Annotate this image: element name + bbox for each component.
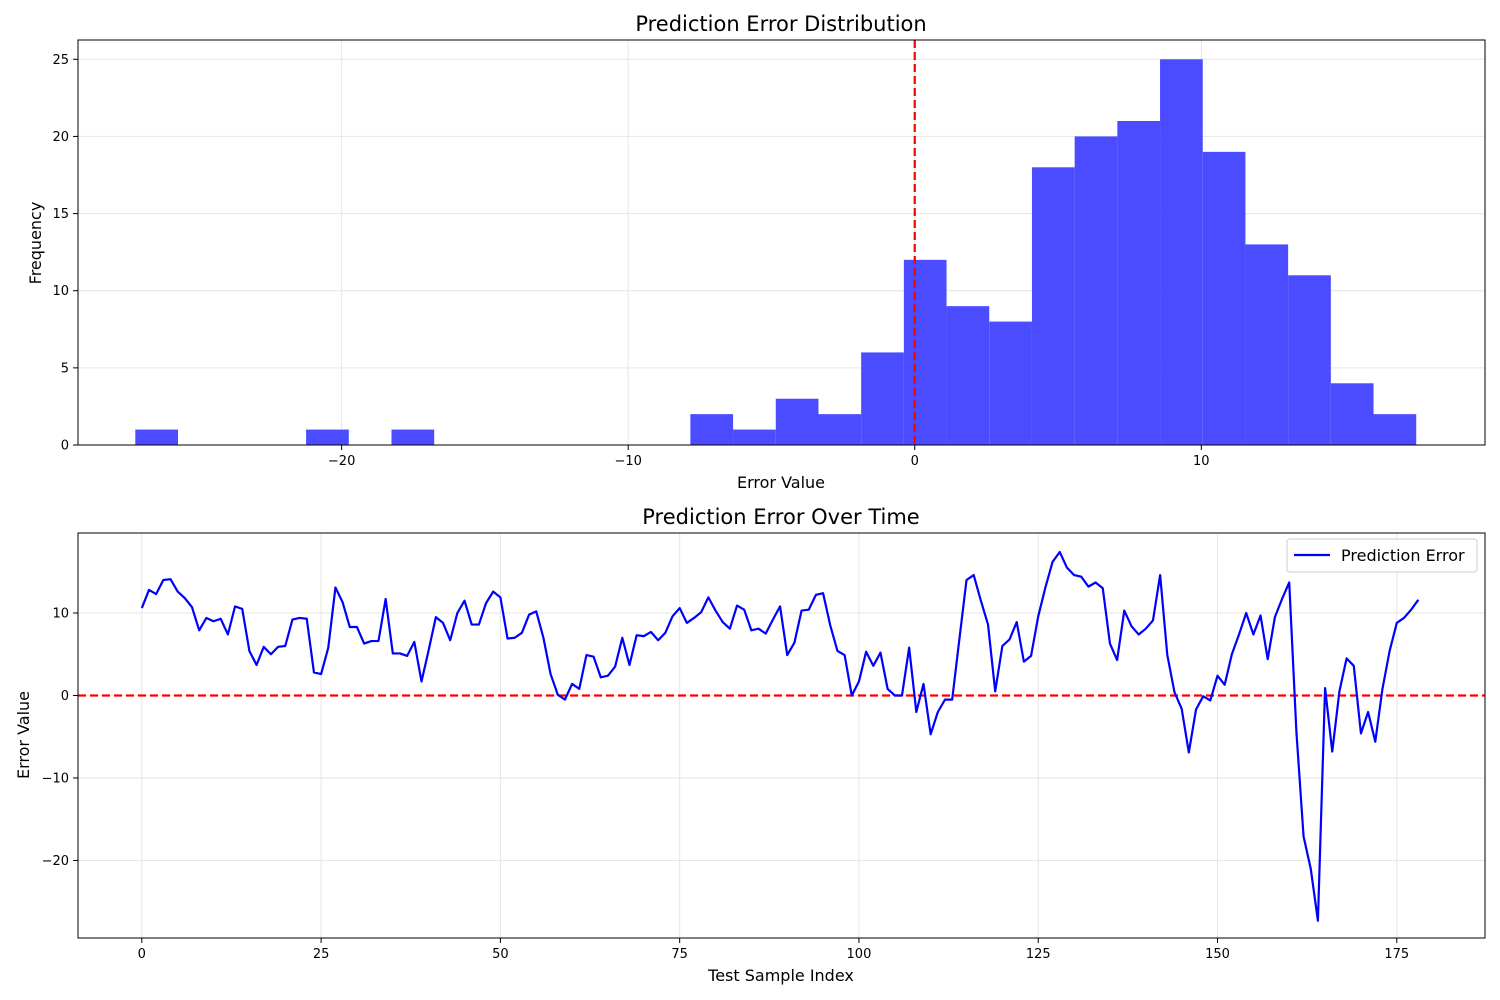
histogram-bar	[391, 429, 435, 445]
line-chart-x-tick-label: 0	[138, 947, 146, 962]
histogram-bar	[903, 259, 947, 445]
histogram-x-tick-label: 0	[911, 454, 919, 469]
line-chart-y-tick-label: 10	[52, 607, 69, 622]
histogram-title: Prediction Error Distribution	[635, 12, 926, 36]
histogram-bar	[1202, 151, 1246, 445]
legend-label-prediction-error: Prediction Error	[1341, 546, 1465, 565]
histogram-y-label: Frequency	[26, 202, 45, 285]
histogram-bar	[1373, 414, 1417, 445]
histogram-frame	[77, 39, 1486, 446]
line-chart-x-tick-label: 100	[847, 947, 872, 962]
line-chart-y-ticks: −20 −10 0 10	[42, 607, 78, 869]
histogram-x-ticks: −20 −10 0 10	[328, 445, 1210, 469]
line-chart: Prediction Error Over Time 0 25 50 75 100 125…	[14, 505, 1486, 985]
histogram-y-tick-label: 25	[52, 53, 69, 68]
legend-box	[1286, 538, 1478, 573]
histogram-bar	[946, 306, 990, 445]
line-chart-y-tick-label: −20	[42, 854, 69, 869]
histogram-y-tick-label: 20	[52, 130, 69, 145]
line-chart-x-tick-label: 25	[313, 947, 330, 962]
histogram-bar	[306, 429, 349, 445]
histogram-bar	[690, 414, 734, 445]
histogram-y-tick-label: 15	[52, 207, 69, 222]
line-chart-title: Prediction Error Over Time	[642, 505, 919, 529]
histogram-y-tick-label: 5	[61, 361, 69, 376]
histogram-bar	[775, 398, 819, 445]
histogram-x-label: Error Value	[737, 473, 825, 492]
series-line-prediction-error	[140, 550, 1420, 922]
line-chart-x-tick-label: 150	[1205, 947, 1230, 962]
line-chart-frame	[77, 532, 1486, 939]
line-chart-x-ticks: 0 25 50 75 100 125 150 175	[138, 938, 1409, 962]
line-chart-x-tick-label: 125	[1026, 947, 1051, 962]
histogram-bar	[1288, 275, 1331, 445]
histogram-bar	[1245, 244, 1289, 445]
histogram-y-tick-label: 10	[52, 284, 69, 299]
line-chart-y-tick-label: −10	[42, 771, 69, 786]
histogram-bar	[1031, 167, 1075, 446]
line-chart-grid	[78, 533, 1485, 938]
histogram-x-tick-label: −10	[614, 454, 641, 469]
histogram-y-ticks: 0 5 10 15 20 25	[52, 53, 78, 454]
histogram-bar	[135, 429, 179, 445]
histogram-bar	[1330, 383, 1374, 445]
histogram-bar	[1074, 136, 1118, 445]
histogram-bar	[989, 321, 1032, 445]
histogram-bars	[135, 59, 1417, 446]
histogram-x-tick-label: 10	[1193, 454, 1210, 469]
line-chart-y-tick-label: 0	[61, 689, 69, 704]
line-chart-x-tick-label: 50	[492, 947, 509, 962]
histogram-bar	[733, 429, 776, 445]
legend: Prediction Error	[1286, 538, 1478, 573]
line-chart-x-label: Test Sample Index	[707, 966, 854, 985]
histogram-bar	[818, 414, 862, 445]
histogram-x-tick-label: −20	[328, 454, 355, 469]
line-chart-x-tick-label: 75	[671, 947, 688, 962]
line-chart-x-tick-label: 175	[1384, 947, 1409, 962]
histogram-bar	[1160, 59, 1203, 446]
histogram-bar	[861, 352, 904, 445]
histogram-chart: Prediction Error Distribution −20 −10 0 10 …	[26, 12, 1486, 492]
histogram-y-tick-label: 0	[61, 439, 69, 454]
histogram-bar	[1117, 121, 1161, 445]
line-chart-y-label: Error Value	[14, 691, 33, 779]
